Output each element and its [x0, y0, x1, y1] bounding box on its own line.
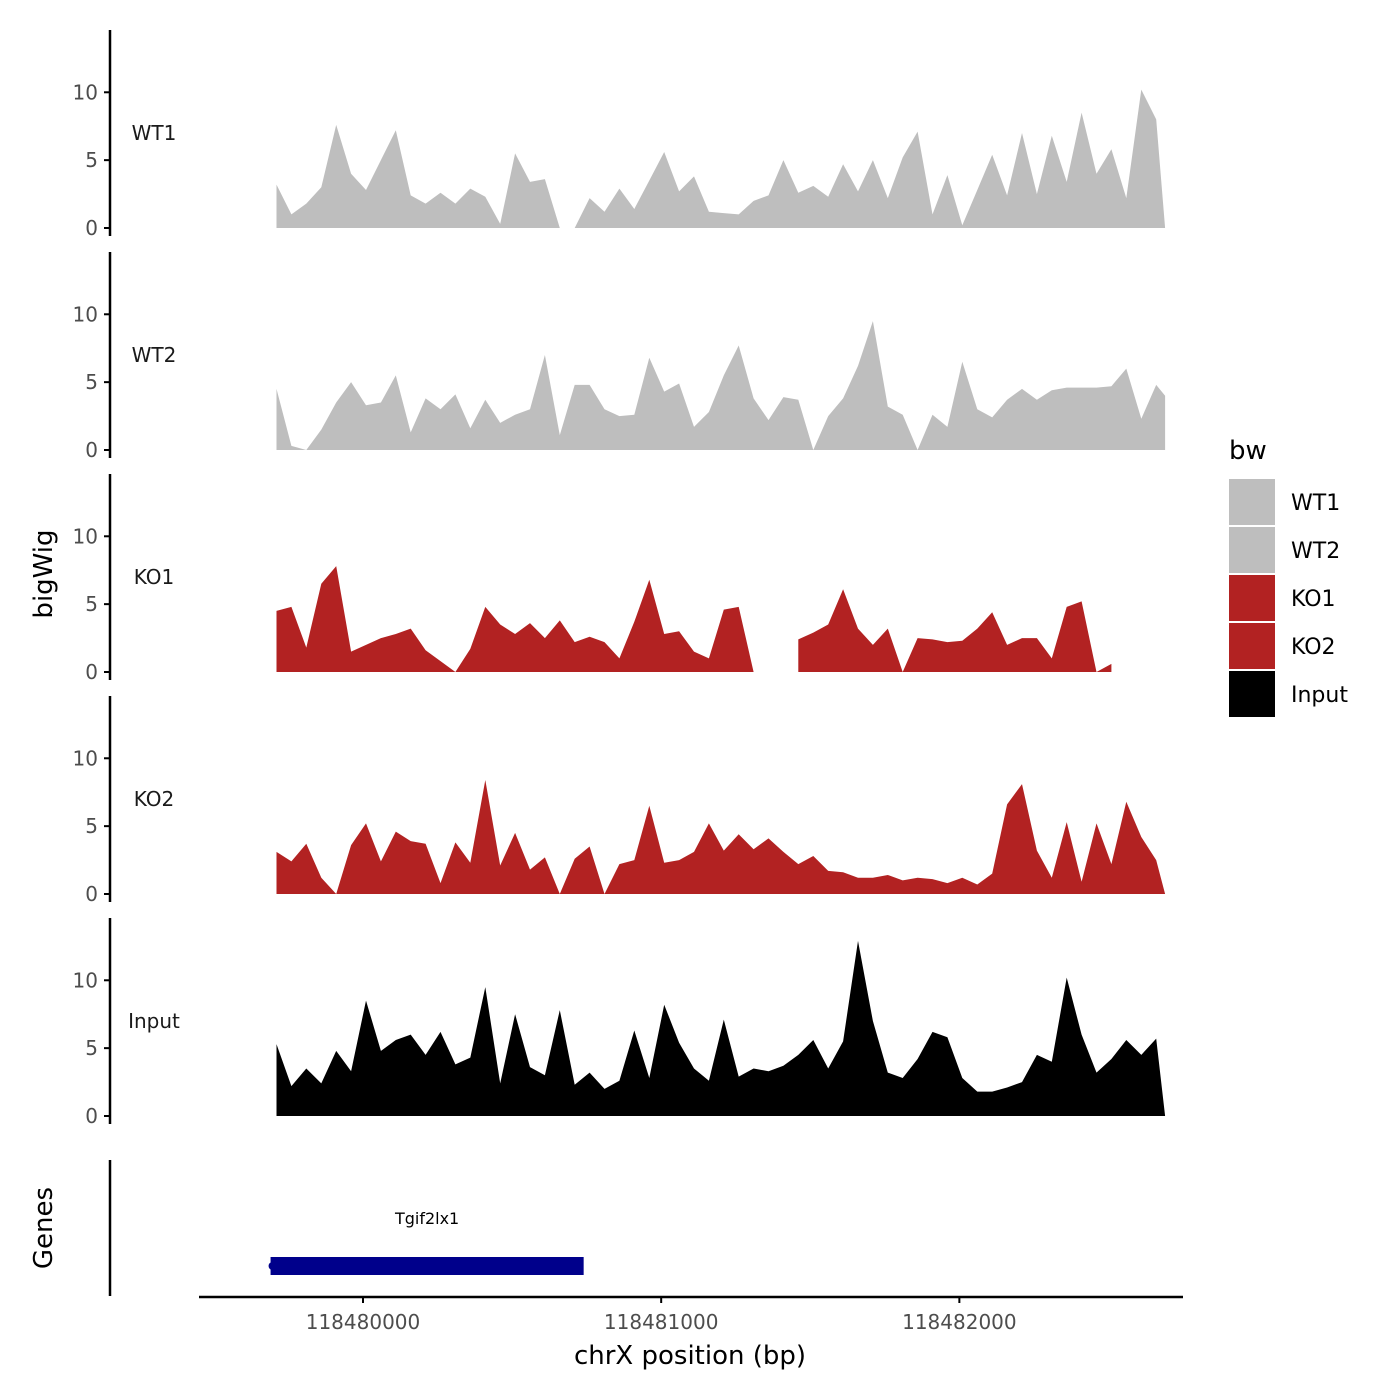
x-tick-label: 118480000	[306, 1310, 421, 1334]
coverage-area-ko2-0	[276, 780, 1166, 894]
x-tick-label: 118482000	[902, 1310, 1017, 1334]
track-wt2: 0 5 10 WT2	[73, 252, 1166, 462]
y-tick-label: 5	[85, 814, 98, 838]
genes-track: Genes Tgif2lx1	[29, 1160, 584, 1296]
y-tick-label: 10	[73, 80, 98, 104]
y-tick-label: 0	[85, 216, 98, 240]
legend-title: bw	[1229, 436, 1267, 466]
y-tick-label: 0	[85, 1104, 98, 1128]
y-tick-label: 0	[85, 438, 98, 462]
legend-label-wt1: WT1	[1291, 491, 1340, 516]
coverage-area-ko1-1	[798, 589, 1112, 672]
x-axis: 118480000 118481000 118482000 chrX positio…	[199, 1295, 1183, 1371]
y-tick-label: 10	[73, 746, 98, 770]
track-ko1: 0 5 10 KO1	[73, 474, 1112, 684]
track-label-wt2: WT2	[132, 343, 177, 367]
y-tick-label: 5	[85, 148, 98, 172]
y-tick-label: 10	[73, 302, 98, 326]
y-axis-title: bigWig	[29, 529, 59, 618]
legend-swatch-wt2	[1229, 527, 1275, 573]
legend-label-input: Input	[1291, 683, 1348, 708]
legend-items: WT1 WT2 KO1 KO2 Input	[1229, 479, 1348, 717]
track-ko2: 0 5 10 KO2	[73, 696, 1166, 906]
bigwig-tracks: 0 5 10 WT1 0 5 10 WT2 0 5 10 KO1 0 5 10 KO2 0 5 10 Input	[73, 30, 1166, 1128]
track-label-input: Input	[128, 1009, 180, 1033]
legend-label-ko2: KO2	[1291, 635, 1336, 660]
y-tick-label: 5	[85, 370, 98, 394]
x-ticks: 118480000 118481000 118482000	[306, 1297, 1017, 1334]
track-input: 0 5 10 Input	[73, 918, 1166, 1128]
legend-swatch-ko2	[1229, 623, 1275, 669]
x-axis-title: chrX position (bp)	[574, 1341, 806, 1371]
track-label-ko2: KO2	[134, 787, 175, 811]
y-tick-label: 5	[85, 592, 98, 616]
legend-swatch-wt1	[1229, 479, 1275, 525]
y-tick-label: 0	[85, 660, 98, 684]
legend: bw WT1 WT2 KO1 KO2 Input	[1229, 436, 1348, 717]
x-tick-label: 118481000	[604, 1310, 719, 1334]
gene-marks: Tgif2lx1	[268, 1209, 584, 1275]
coverage-area-input-0	[276, 940, 1166, 1116]
gene-body-tgif2lx1	[270, 1257, 584, 1275]
coverage-area-ko1-0	[276, 566, 754, 672]
legend-label-wt2: WT2	[1291, 539, 1340, 564]
y-tick-label: 10	[73, 968, 98, 992]
coverage-area-wt2-0	[276, 321, 1166, 450]
gene-label-tgif2lx1: Tgif2lx1	[394, 1209, 459, 1228]
coverage-area-wt1-0	[276, 89, 1166, 228]
gene-strand-marker	[268, 1262, 277, 1270]
legend-swatch-ko1	[1229, 575, 1275, 621]
legend-swatch-input	[1229, 671, 1275, 717]
genes-axis-title: Genes	[29, 1187, 59, 1269]
track-label-ko1: KO1	[134, 565, 175, 589]
track-label-wt1: WT1	[132, 121, 177, 145]
track-wt1: 0 5 10 WT1	[73, 30, 1166, 240]
y-tick-label: 0	[85, 882, 98, 906]
y-tick-label: 10	[73, 524, 98, 548]
y-tick-label: 5	[85, 1036, 98, 1060]
legend-label-ko1: KO1	[1291, 587, 1336, 612]
